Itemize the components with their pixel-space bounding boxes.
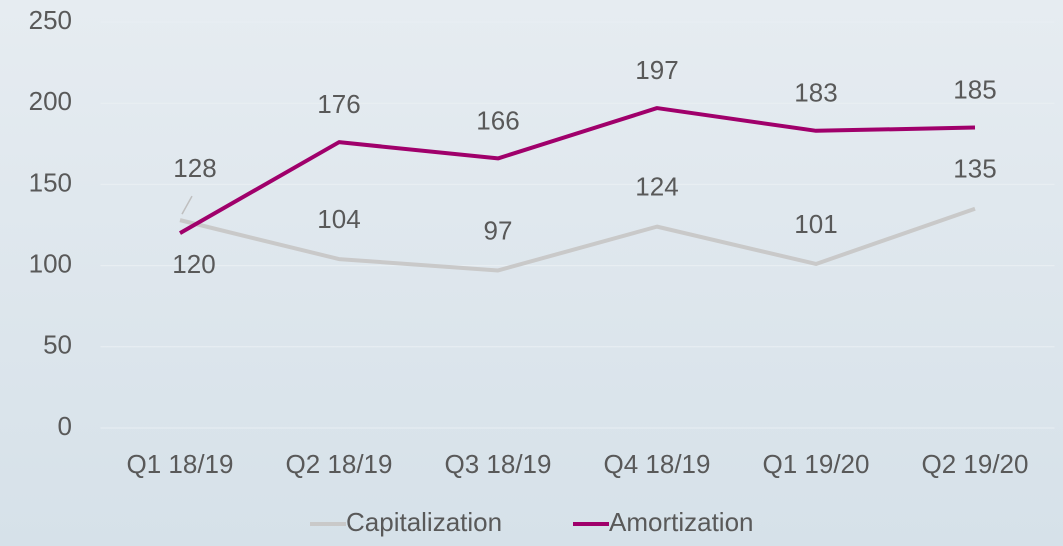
- data-label: 104: [317, 204, 360, 234]
- data-label: 120: [172, 249, 215, 279]
- legend-label: Capitalization: [346, 507, 502, 537]
- x-tick-label: Q1 18/19: [127, 449, 234, 479]
- data-label: 183: [794, 78, 837, 108]
- y-tick-label: 250: [29, 5, 72, 35]
- x-tick-label: Q2 19/20: [922, 449, 1029, 479]
- y-tick-label: 50: [43, 330, 72, 360]
- x-tick-label: Q3 18/19: [445, 449, 552, 479]
- data-label: 166: [476, 105, 519, 135]
- data-label: 176: [317, 89, 360, 119]
- data-label: 124: [635, 171, 678, 201]
- data-label: 128: [173, 153, 216, 183]
- y-tick-label: 200: [29, 86, 72, 116]
- data-label: 101: [794, 209, 837, 239]
- x-tick-label: Q2 18/19: [286, 449, 393, 479]
- y-tick-label: 100: [29, 248, 72, 278]
- y-tick-label: 150: [29, 167, 72, 197]
- series-line: [179, 106, 976, 235]
- x-tick-label: Q1 19/20: [763, 449, 870, 479]
- legend-label: Amortization: [609, 507, 754, 537]
- data-label: 185: [953, 74, 996, 104]
- data-label: 135: [953, 154, 996, 184]
- data-label: 197: [635, 55, 678, 85]
- x-tick-label: Q4 18/19: [604, 449, 711, 479]
- leader-line: [181, 195, 193, 215]
- y-tick-label: 0: [58, 411, 72, 441]
- series-line: [179, 206, 976, 273]
- data-label: 97: [484, 215, 513, 245]
